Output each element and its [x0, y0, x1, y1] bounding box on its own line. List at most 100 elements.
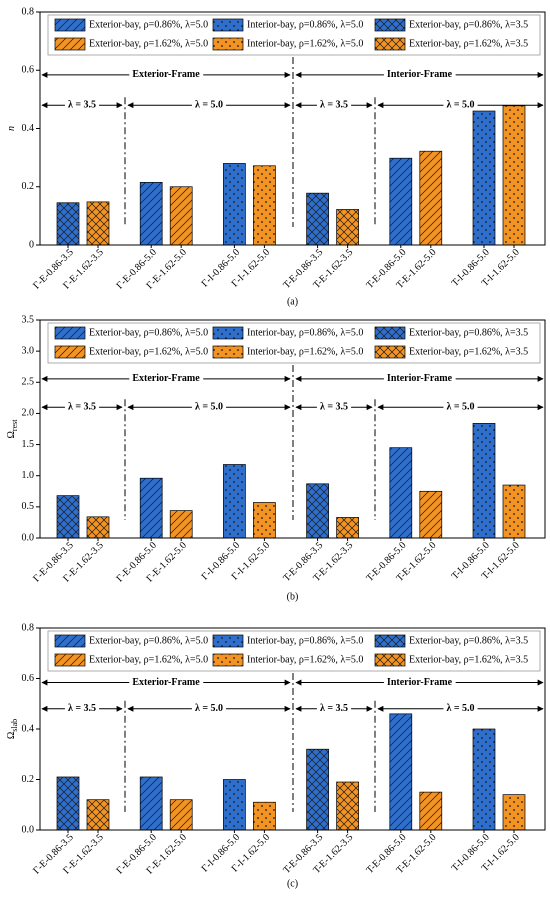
label-background — [129, 69, 204, 81]
legend-label: Exterior-bay, ρ=1.62%, λ=5.0 — [89, 346, 208, 357]
y-tick-label: 0.8 — [22, 622, 35, 633]
bar — [472, 110, 496, 246]
y-axis-label-part: Ω — [6, 431, 17, 438]
bar — [419, 791, 443, 831]
annotation: λ = 5.0 — [195, 401, 223, 412]
y-tick-label: 0.8 — [22, 6, 35, 17]
y-tick-label: 0.0 — [22, 824, 35, 835]
plot-frame — [39, 11, 546, 246]
panel-label: (c) — [287, 878, 298, 889]
y-axis-label: Ωrest — [6, 419, 19, 439]
legend-swatch — [212, 326, 244, 340]
annotation: λ = 5.0 — [446, 99, 474, 110]
legend-label: Exterior-bay, ρ=1.62%, λ=3.5 — [409, 38, 528, 49]
label-background — [316, 703, 352, 715]
y-tick-label: 2.5 — [22, 377, 35, 388]
annotation: λ = 3.5 — [68, 401, 96, 412]
bar — [502, 105, 526, 246]
y-tick-label: 2.0 — [22, 408, 35, 419]
label-background — [383, 373, 456, 385]
bar — [223, 779, 246, 831]
bar — [253, 801, 276, 831]
bar — [306, 483, 329, 539]
y-tick-label: 0.6 — [22, 65, 35, 76]
label-background — [383, 676, 456, 688]
legend-box — [47, 322, 541, 364]
legend-label: Interior-bay, ρ=0.86%, λ=5.0 — [247, 635, 363, 646]
y-tick-label: 0.4 — [22, 723, 35, 734]
label-background — [443, 401, 478, 413]
bar — [389, 157, 413, 246]
legend-swatch — [212, 634, 244, 648]
y-axis-label-part: rest — [10, 419, 19, 431]
annotation: λ = 3.5 — [320, 703, 348, 714]
y-axis-label: Ωslab — [6, 719, 19, 739]
legend-box — [47, 630, 541, 672]
legend-label: Exterior-bay, ρ=0.86%, λ=3.5 — [409, 635, 528, 646]
y-tick-label: 1.5 — [22, 439, 35, 450]
legend-swatch — [54, 37, 86, 51]
y-tick-label: 0.0 — [22, 532, 35, 543]
annotation: λ = 5.0 — [195, 703, 223, 714]
label-background — [316, 99, 352, 111]
annotation: λ = 3.5 — [320, 401, 348, 412]
bar — [169, 186, 193, 246]
label-background — [129, 373, 204, 385]
legend-swatch — [54, 326, 86, 340]
bar — [56, 776, 80, 831]
y-tick-label: 0.6 — [22, 673, 35, 684]
y-tick-label: 3.0 — [22, 345, 35, 356]
panel-label: (a) — [287, 296, 298, 307]
legend-label: Exterior-bay, ρ=0.86%, λ=3.5 — [409, 19, 528, 30]
bar — [419, 150, 443, 246]
bar — [336, 517, 359, 539]
y-tick-label: 0.4 — [22, 123, 35, 134]
bar — [169, 510, 193, 539]
y-axis-label-part: Ω — [6, 732, 17, 739]
legend-swatch — [54, 345, 86, 359]
label-background — [443, 99, 478, 111]
annotation: Interior-Frame — [387, 677, 453, 688]
annotation: λ = 5.0 — [446, 401, 474, 412]
bar — [336, 209, 359, 246]
legend-swatch — [212, 37, 244, 51]
legend-swatch — [374, 37, 406, 51]
annotation: λ = 3.5 — [68, 99, 96, 110]
bar — [389, 447, 413, 539]
annotation: λ = 3.5 — [68, 703, 96, 714]
legend-label: Interior-bay, ρ=1.62%, λ=5.0 — [247, 346, 363, 357]
legend-label: Exterior-bay, ρ=1.62%, λ=3.5 — [409, 346, 528, 357]
annotation: Exterior-Frame — [132, 373, 200, 384]
legend-swatch — [212, 18, 244, 32]
label-background — [129, 676, 204, 688]
bar — [253, 502, 276, 539]
legend-box — [47, 14, 541, 56]
bar — [472, 423, 496, 539]
bar — [472, 728, 496, 831]
label-background — [64, 401, 100, 413]
bar — [419, 490, 443, 539]
y-tick-label: 0 — [29, 239, 34, 250]
legend-label: Exterior-bay, ρ=0.86%, λ=5.0 — [89, 635, 208, 646]
label-background — [191, 703, 227, 715]
bar — [336, 781, 359, 831]
legend-label: Exterior-bay, ρ=0.86%, λ=5.0 — [89, 19, 208, 30]
annotation: Exterior-Frame — [132, 69, 200, 80]
bar — [139, 776, 163, 831]
legend-label: Exterior-bay, ρ=0.86%, λ=3.5 — [409, 327, 528, 338]
y-axis-label: n — [6, 126, 17, 131]
legend-swatch — [374, 345, 406, 359]
legend-label: Exterior-bay, ρ=1.62%, λ=3.5 — [409, 654, 528, 665]
bar — [56, 202, 80, 246]
annotation: Interior-Frame — [387, 373, 453, 384]
y-tick-label: 3.5 — [22, 314, 35, 325]
plot-frame — [39, 627, 546, 831]
bar — [389, 713, 413, 831]
legend-label: Exterior-bay, ρ=1.62%, λ=5.0 — [89, 38, 208, 49]
legend-label: Exterior-bay, ρ=0.86%, λ=5.0 — [89, 327, 208, 338]
legend-swatch — [374, 653, 406, 667]
label-background — [191, 401, 227, 413]
legend-swatch — [212, 345, 244, 359]
y-tick-label: 1.0 — [22, 470, 35, 481]
